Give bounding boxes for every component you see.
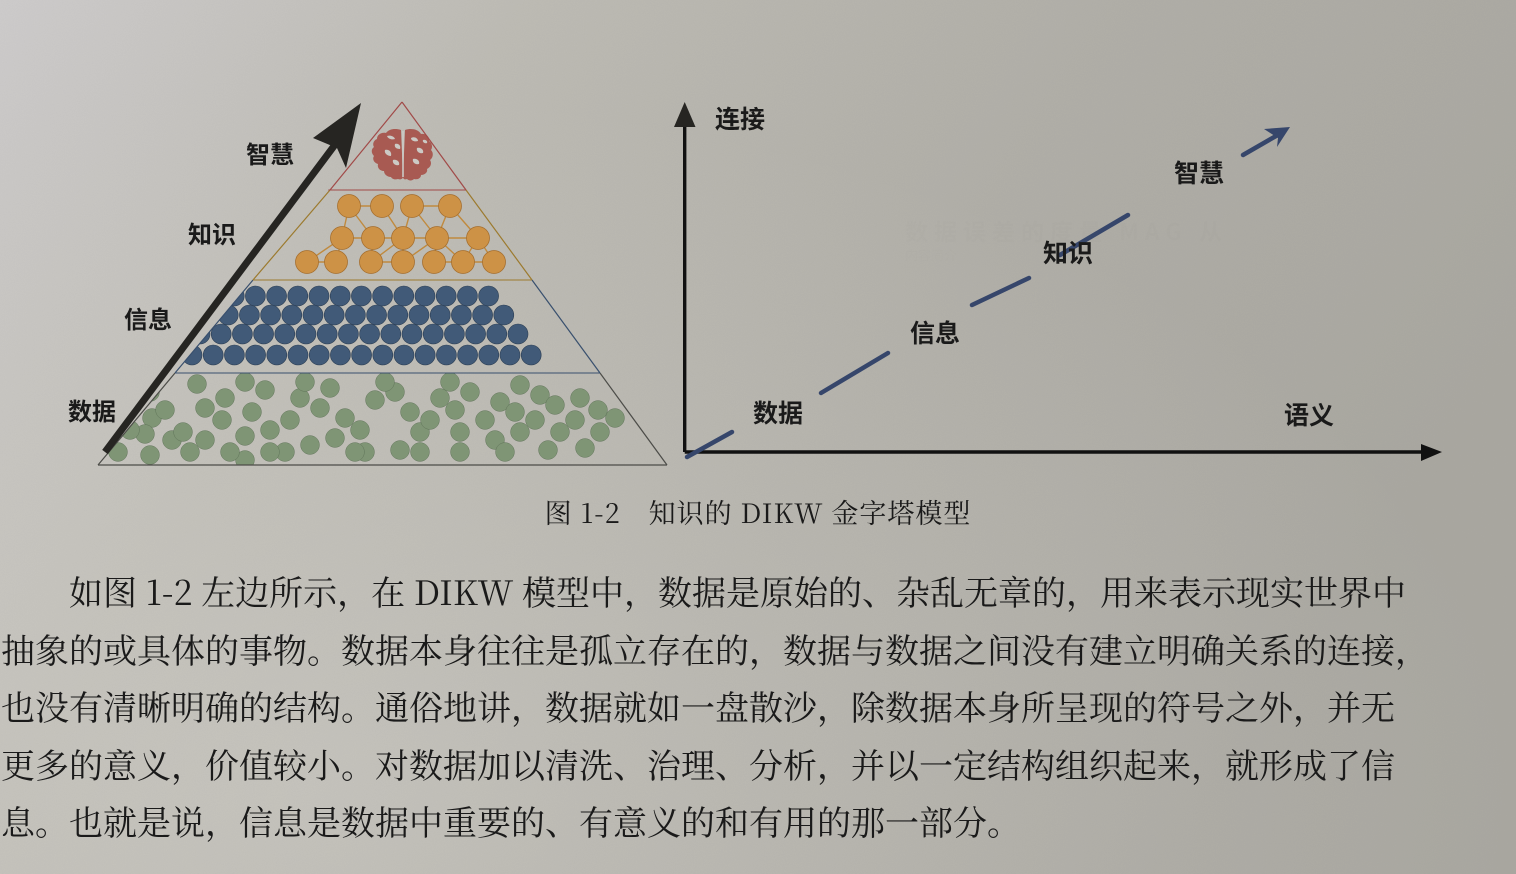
svg-text:智慧: 智慧 [246,135,294,170]
svg-text:数据误差的度量 MAG 从: 数据误差的度量 MAG 从 [905,213,1228,247]
svg-text:连接: 连接 [715,100,765,136]
svg-text:信息: 信息 [124,300,172,335]
svg-text:内容简介: 内容简介 [905,245,957,264]
svg-text:数据: 数据 [68,392,116,427]
svg-text:知识: 知识 [188,215,236,250]
svg-text:信息: 信息 [910,314,960,350]
svg-text:智慧: 智慧 [1174,154,1224,190]
svg-text:数据: 数据 [753,394,803,430]
svg-text:语义: 语义 [1284,396,1334,432]
